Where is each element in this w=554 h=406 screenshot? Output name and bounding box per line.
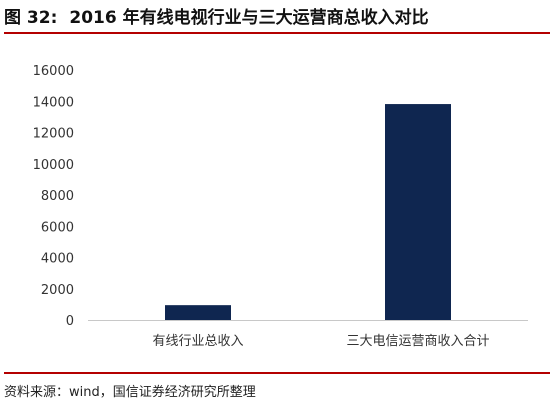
- y-tick-label: 4000: [41, 252, 74, 267]
- x-category-label: 有线行业总收入: [152, 334, 243, 349]
- y-tick-label: 2000: [41, 283, 74, 298]
- x-category-label: 三大电信运营商收入合计: [346, 334, 489, 349]
- y-tick-label: 6000: [41, 220, 74, 235]
- bar-1: [165, 305, 231, 320]
- bar-chart: 0 2000 4000 6000 8000 10000 12000 14000 16000 有线…: [33, 64, 528, 349]
- y-tick-label: 16000: [33, 64, 74, 79]
- source-note: 资料来源：wind，国信证券经济研究所整理: [4, 372, 550, 402]
- x-axis: 有线行业总收入 三大电信运营商收入合计: [88, 320, 528, 349]
- chart-title: 2016 年有线电视行业与三大运营商总收入对比: [69, 8, 429, 28]
- figure-title: 图 32: 2016 年有线电视行业与三大运营商总收入对比: [4, 6, 550, 34]
- bars: [165, 104, 451, 320]
- y-tick-label: 10000: [33, 158, 74, 173]
- figure-label: 图 32:: [4, 8, 58, 28]
- y-tick-label: 14000: [33, 95, 74, 110]
- y-axis: 0 2000 4000 6000 8000 10000 12000 14000 16000: [33, 64, 74, 329]
- y-tick-label: 0: [66, 314, 74, 329]
- y-tick-label: 12000: [33, 127, 74, 142]
- bar-2: [385, 104, 451, 320]
- y-tick-label: 8000: [41, 189, 74, 204]
